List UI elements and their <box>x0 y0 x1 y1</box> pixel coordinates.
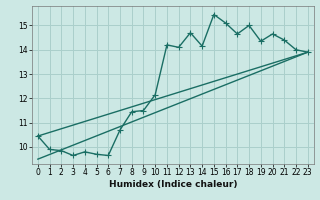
X-axis label: Humidex (Indice chaleur): Humidex (Indice chaleur) <box>108 180 237 189</box>
